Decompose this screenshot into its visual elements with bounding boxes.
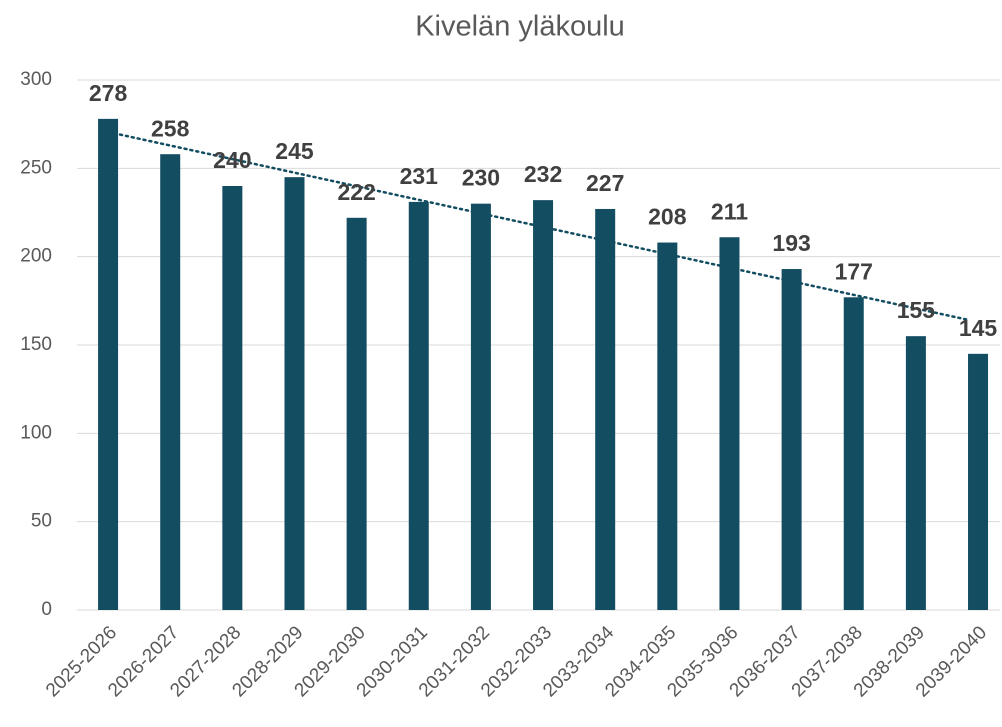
bar [595,208,616,610]
value-label: 208 [648,204,687,230]
y-tick-label: 250 [20,157,52,178]
y-tick-label: 100 [20,422,52,443]
value-label: 145 [959,315,998,341]
value-label: 245 [275,138,314,164]
bar [843,297,864,610]
bar [470,203,491,610]
trendline [118,133,968,321]
value-label: 155 [897,297,936,323]
value-label: 222 [337,179,375,205]
value-label: 278 [89,80,128,106]
value-label: 232 [524,161,562,187]
value-label: 177 [835,258,873,284]
value-label: 231 [400,163,439,189]
y-tick-label: 300 [20,69,52,90]
value-label: 240 [213,147,251,173]
bar [98,118,119,610]
bar [657,242,678,611]
y-tick-label: 0 [41,599,52,620]
bar [968,353,989,610]
y-tick-label: 150 [20,334,52,355]
bar [533,200,554,610]
y-tick-label: 200 [20,246,52,267]
bar [222,186,243,610]
bar [781,269,802,610]
value-label: 258 [151,115,190,141]
value-label: 230 [462,165,500,191]
value-label: 193 [772,230,810,256]
bar [719,237,740,610]
y-tick-label: 50 [31,511,52,532]
bar [160,154,181,610]
bar [284,177,305,610]
value-label: 211 [711,198,748,224]
bar [346,217,367,611]
value-label: 227 [586,170,624,196]
bar [408,201,429,610]
bar [905,336,926,610]
chart-title: Kivelän yläkoulu [415,11,625,43]
